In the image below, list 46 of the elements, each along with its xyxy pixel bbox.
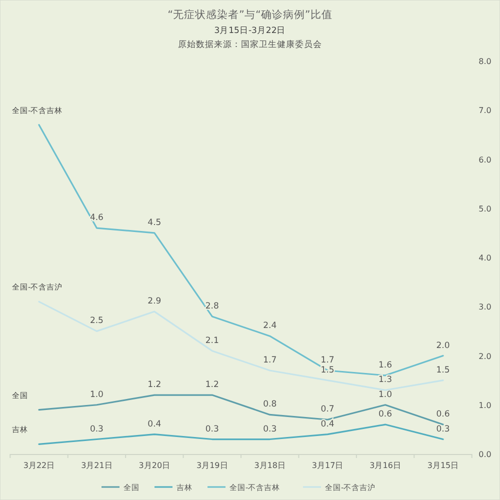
x-tick-label: 3月20日 <box>138 461 170 470</box>
chart-subtitle: 3月15日-3月22日 <box>214 26 286 36</box>
data-label: 2.0 <box>436 340 450 351</box>
data-label: 2.8 <box>205 301 219 312</box>
data-label: 1.2 <box>148 380 162 390</box>
data-label: 0.6 <box>378 410 392 420</box>
data-label: 4.5 <box>148 218 162 228</box>
x-tick-label: 3月17日 <box>312 461 344 470</box>
data-label: 0.4 <box>320 419 334 430</box>
y-tick-label: 8.0 <box>478 57 492 66</box>
y-tick-label: 7.0 <box>478 106 492 116</box>
data-label: 0.3 <box>436 424 450 434</box>
x-tick-label: 3月19日 <box>196 461 228 470</box>
data-label: 0.3 <box>90 424 104 434</box>
x-tick-label: 3月15日 <box>427 461 459 470</box>
data-label: 1.3 <box>378 375 392 386</box>
y-tick-label: 5.0 <box>478 204 492 214</box>
data-label: 0.3 <box>263 424 277 434</box>
y-tick-label: 4.0 <box>478 254 492 262</box>
data-label: 2.9 <box>148 296 162 307</box>
x-tick-label: 3月22日 <box>23 461 55 470</box>
x-tick-label: 3月18日 <box>254 461 286 470</box>
data-label: 1.0 <box>90 390 104 400</box>
y-tick-label: 1.0 <box>478 400 492 410</box>
x-tick-label: 3月16日 <box>370 461 401 470</box>
x-tick-label: 3月21日 <box>81 461 112 470</box>
y-tick-label: 2.0 <box>478 352 492 361</box>
data-label: 0.7 <box>320 404 334 415</box>
data-label: 0.6 <box>436 410 450 420</box>
data-label: 2.4 <box>263 321 277 332</box>
data-label: 2.5 <box>90 316 104 326</box>
data-label: 0.3 <box>205 424 219 434</box>
data-label: 1.5 <box>436 365 450 376</box>
data-label: 2.1 <box>205 336 219 346</box>
y-tick-label: 6.0 <box>478 155 492 164</box>
data-label: 0.4 <box>148 419 162 430</box>
data-label: 1.6 <box>378 360 392 370</box>
chart-title: “无症状感染者”与“确诊病例”比值 <box>168 8 332 21</box>
data-label: 0.8 <box>263 400 277 410</box>
data-label: 1.2 <box>205 380 219 390</box>
data-label: 1.7 <box>263 355 277 366</box>
y-tick-label: 3.0 <box>478 302 492 312</box>
text: 原始数据来源：国家卫生健康委员会 <box>178 39 322 50</box>
data-label: 1.7 <box>320 355 334 366</box>
y-tick-label: 0.0 <box>478 450 492 459</box>
data-label: 1.0 <box>378 390 392 400</box>
